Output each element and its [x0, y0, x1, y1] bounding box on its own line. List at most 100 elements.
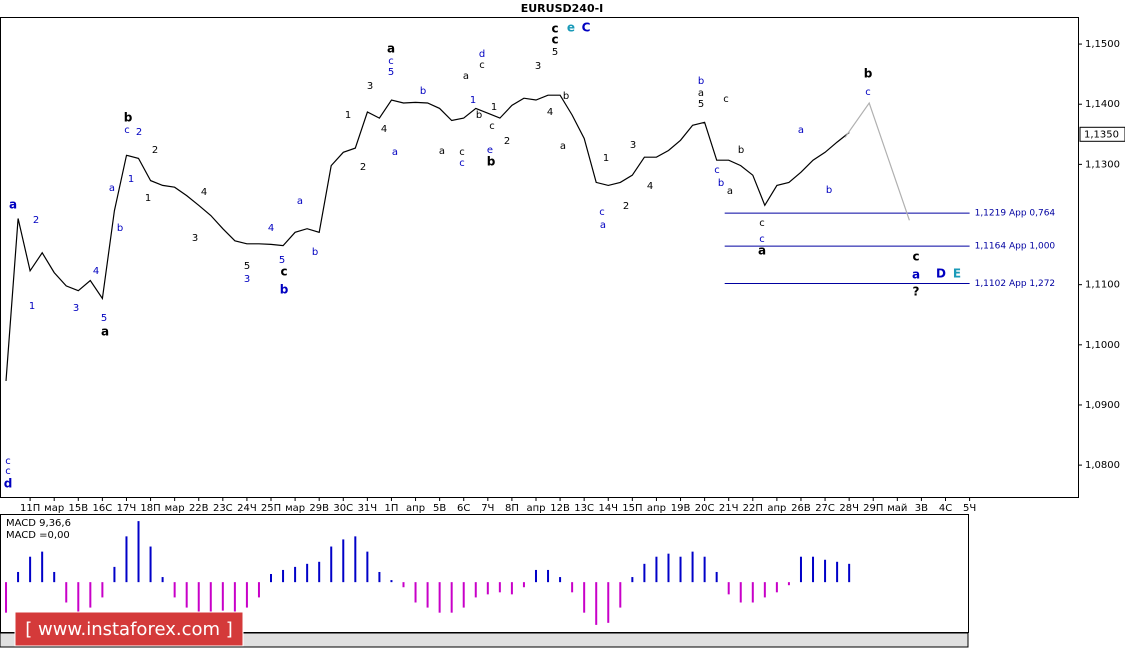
wave-label: b: [487, 155, 496, 169]
macd-bar: [799, 556, 802, 583]
macd-bar: [824, 559, 827, 583]
y-tick-label: 1,1500: [1085, 39, 1120, 50]
wave-label: 2: [360, 162, 366, 173]
wave-label: a: [600, 220, 606, 231]
x-tick-label: 22В: [189, 503, 209, 514]
macd-bar: [631, 577, 634, 583]
macd-bar: [498, 582, 501, 593]
macd-bar: [510, 582, 513, 595]
macd-bar: [161, 577, 164, 583]
main-frame: [0, 17, 1079, 498]
macd-bar: [294, 566, 297, 583]
wave-label: b: [698, 76, 704, 87]
macd-bar: [330, 546, 333, 583]
wave-label: 5: [101, 313, 107, 324]
x-tick-label: 7Ч: [481, 503, 494, 514]
x-tick-label: 5Ч: [963, 503, 976, 514]
wave-label: 3: [630, 140, 636, 151]
x-tick-label: 23С: [213, 503, 233, 514]
wave-label: a: [109, 183, 115, 194]
wave-label: 1: [29, 301, 35, 312]
wave-label: 4: [201, 187, 207, 198]
macd-bar: [402, 582, 405, 588]
wave-label: 1: [470, 95, 476, 106]
macd-bar: [534, 569, 537, 583]
macd-bar: [65, 582, 68, 603]
wave-label: c: [5, 466, 11, 477]
wave-label: 3: [73, 303, 79, 314]
y-tick-label: 1,0900: [1085, 400, 1120, 411]
macd-bar: [270, 574, 273, 583]
macd-bar: [101, 582, 104, 598]
wave-label: b: [420, 86, 426, 97]
wave-label: c: [551, 33, 558, 47]
wave-label: a: [758, 244, 766, 258]
macd-bar: [571, 582, 574, 593]
macd-bar: [775, 582, 778, 593]
macd-bar: [462, 582, 465, 608]
wave-label: E: [953, 267, 961, 281]
wave-label: c: [280, 265, 287, 279]
macd-bar: [354, 536, 357, 583]
wave-label: a: [392, 147, 398, 158]
wave-label: C: [582, 21, 591, 35]
wave-label: c: [489, 121, 495, 132]
macd-bar: [787, 582, 790, 586]
macd-bar: [390, 580, 393, 583]
wave-label: b: [124, 111, 133, 125]
macd-bar: [655, 556, 658, 583]
macd-bar: [29, 556, 32, 583]
wave-label: c: [551, 22, 558, 36]
x-tick-label: 29В: [309, 503, 329, 514]
macd-bar: [89, 582, 92, 608]
wave-label: c: [459, 147, 465, 158]
wave-label: a: [297, 196, 303, 207]
x-tick-label: 27С: [815, 503, 835, 514]
x-tick-label: 15В: [68, 503, 88, 514]
macd-bar: [474, 582, 477, 598]
macd-bar: [595, 582, 598, 625]
wave-label: c: [388, 56, 394, 67]
macd-bar: [233, 582, 236, 613]
macd-bar: [438, 582, 441, 613]
wave-label: a: [463, 71, 469, 82]
wave-label: 2: [623, 201, 629, 212]
watermark: [ www.instaforex.com ]: [25, 619, 233, 640]
y-tick-label: 1,1000: [1085, 340, 1120, 351]
macd-bar: [583, 582, 586, 613]
x-tick-label: 19В: [671, 503, 691, 514]
macd-bar: [41, 551, 44, 583]
macd-bar: [245, 582, 248, 608]
fib-level-label: 1,1102 App 1,272: [975, 279, 1056, 289]
x-tick-label: 28Ч: [839, 503, 859, 514]
wave-label: a: [439, 146, 445, 157]
wave-label: d: [479, 49, 485, 60]
macd-bar: [763, 582, 766, 598]
x-tick-label: 17Ч: [117, 503, 137, 514]
wave-label: d: [4, 477, 13, 491]
wave-label: c: [912, 250, 919, 264]
x-tick-label: май: [887, 503, 907, 514]
wave-label: b: [826, 185, 832, 196]
macd-bar: [77, 582, 80, 613]
x-tick-label: 25П: [261, 503, 281, 514]
macd-bar: [703, 556, 706, 583]
chart-title: EURUSD240-I: [521, 2, 604, 15]
x-tick-label: 21Ч: [719, 503, 739, 514]
x-tick-label: 6С: [457, 503, 470, 514]
wave-label: 5: [388, 67, 394, 78]
wave-label: e: [487, 145, 493, 156]
wave-label: c: [599, 207, 605, 218]
macd-bar: [450, 582, 453, 613]
wave-label: 1: [345, 110, 351, 121]
macd-bar: [125, 536, 128, 583]
x-tick-label: 1П: [385, 503, 399, 514]
x-tick-label: 3В: [915, 503, 928, 514]
macd-bar: [836, 561, 839, 583]
wave-label: c: [759, 218, 765, 229]
wave-label: 3: [192, 233, 198, 244]
wave-label: b: [718, 178, 724, 189]
wave-label: 2: [504, 136, 510, 147]
wave-label: 4: [547, 107, 553, 118]
